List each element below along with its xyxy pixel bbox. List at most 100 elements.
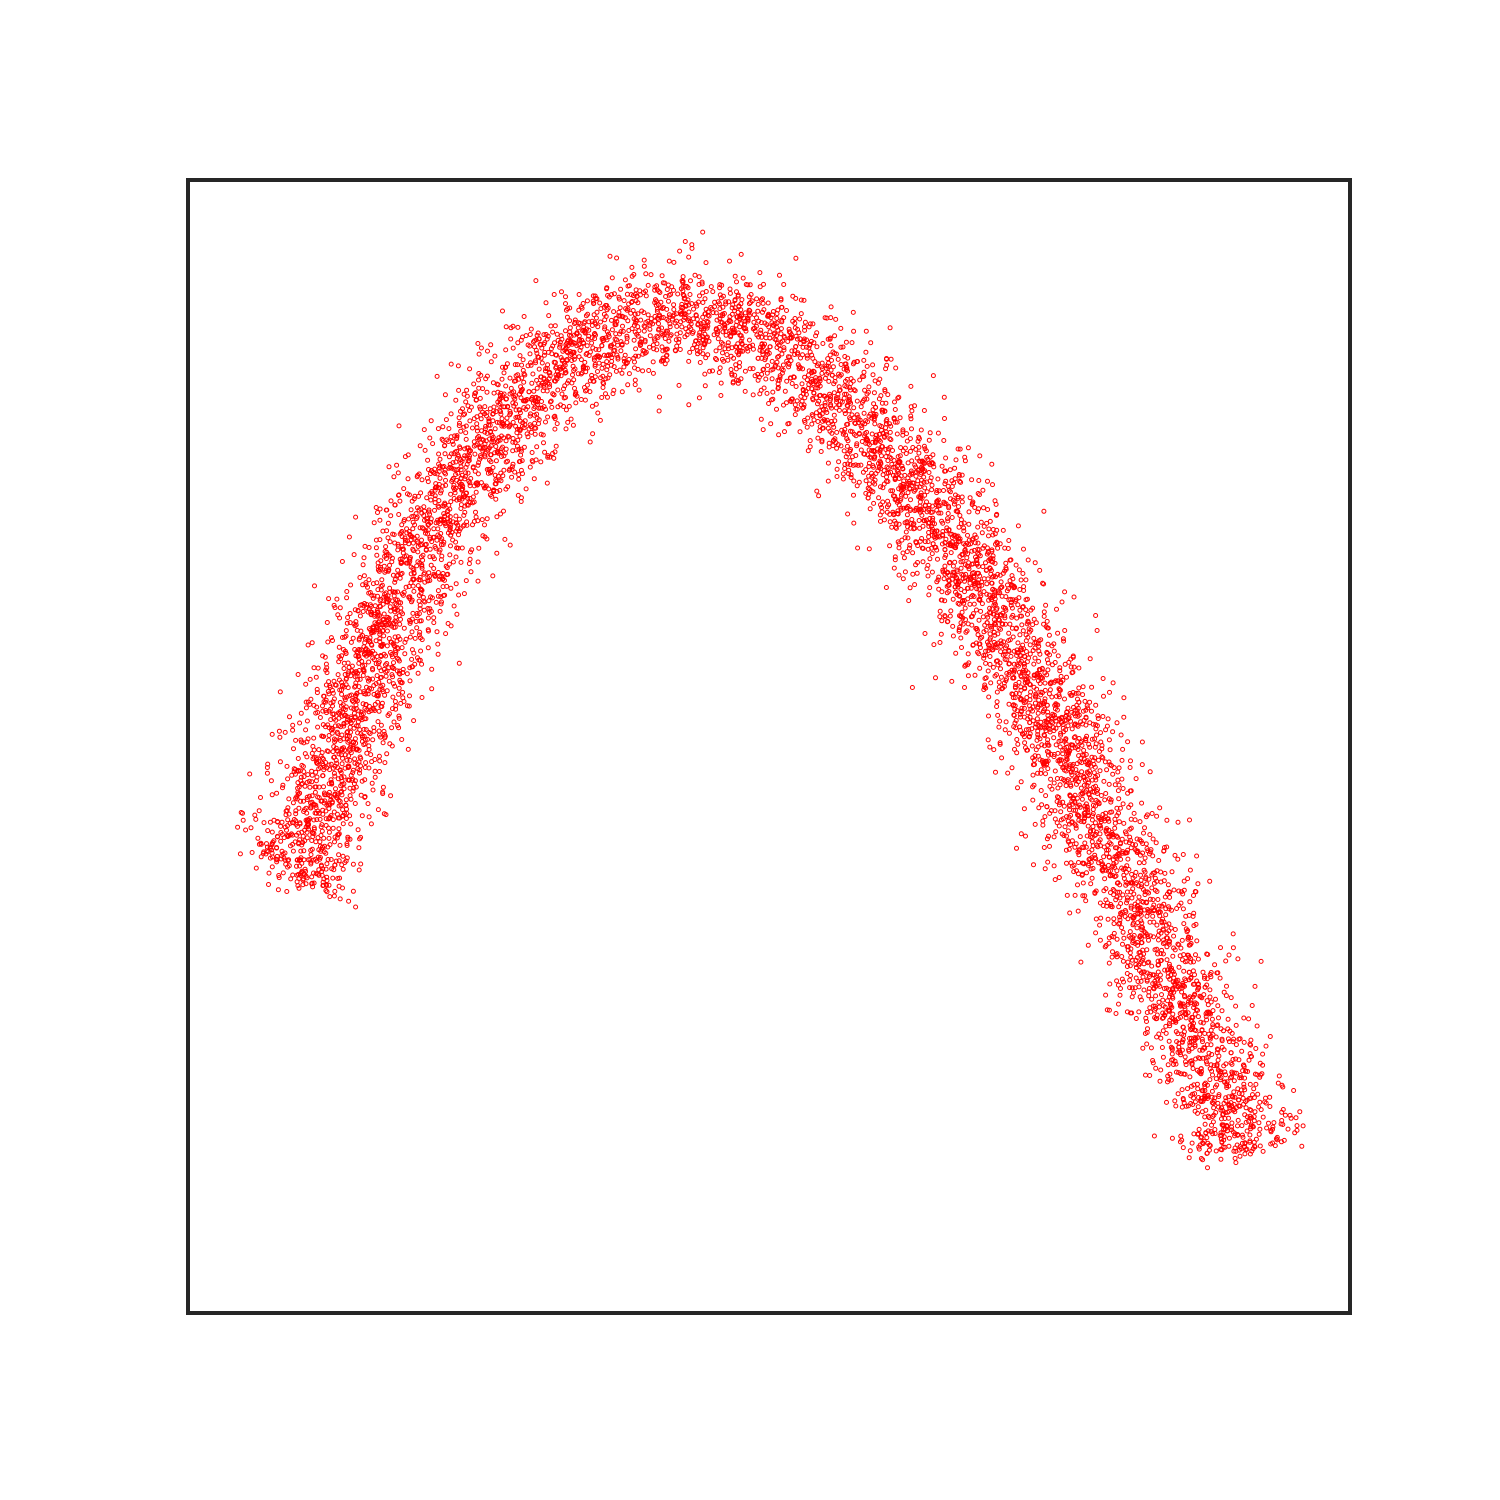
scatter-point bbox=[655, 335, 661, 340]
scatter-point bbox=[448, 361, 454, 367]
scatter-point bbox=[1256, 1131, 1262, 1137]
scatter-point bbox=[1037, 651, 1043, 657]
scatter-point bbox=[1133, 842, 1138, 848]
scatter-point bbox=[1096, 815, 1102, 821]
scatter-point bbox=[440, 464, 446, 470]
scatter-point bbox=[1066, 846, 1072, 852]
scatter-point bbox=[1219, 1008, 1225, 1014]
scatter-point bbox=[650, 370, 656, 376]
scatter-point bbox=[550, 451, 556, 456]
scatter-point bbox=[313, 802, 319, 808]
scatter-point bbox=[290, 722, 296, 728]
scatter-point bbox=[541, 332, 547, 338]
scatter-point bbox=[1169, 869, 1175, 875]
scatter-point bbox=[930, 373, 936, 379]
scatter-point bbox=[761, 366, 767, 372]
scatter-point bbox=[1247, 1081, 1253, 1087]
scatter-point bbox=[1082, 893, 1088, 899]
scatter-point bbox=[1026, 733, 1032, 739]
scatter-point bbox=[366, 678, 371, 684]
scatter-point bbox=[1163, 912, 1169, 918]
scatter-point bbox=[1051, 752, 1057, 757]
scatter-point bbox=[366, 729, 372, 735]
scatter-point bbox=[1062, 628, 1068, 633]
scatter-point bbox=[479, 428, 485, 434]
scatter-point bbox=[1025, 557, 1031, 563]
scatter-point bbox=[1200, 969, 1206, 975]
scatter-point bbox=[529, 380, 535, 386]
scatter-point bbox=[385, 535, 391, 541]
scatter-point bbox=[377, 618, 382, 624]
scatter-point bbox=[377, 604, 383, 610]
scatter-point bbox=[341, 666, 347, 671]
scatter-point bbox=[519, 458, 525, 464]
scatter-point bbox=[1002, 545, 1008, 551]
scatter-point bbox=[377, 687, 383, 692]
scatter-point bbox=[316, 867, 322, 873]
scatter-point bbox=[344, 736, 350, 742]
scatter-point bbox=[1120, 958, 1126, 964]
scatter-point bbox=[602, 317, 608, 323]
scatter-point bbox=[758, 327, 764, 333]
scatter-point bbox=[928, 475, 934, 481]
scatter-point bbox=[387, 741, 393, 747]
scatter-point bbox=[591, 331, 597, 337]
scatter-point bbox=[800, 344, 806, 350]
scatter-point bbox=[1242, 1151, 1248, 1157]
scatter-point bbox=[841, 448, 847, 454]
scatter-point bbox=[969, 548, 975, 554]
scatter-point bbox=[1057, 668, 1063, 674]
scatter-point bbox=[827, 352, 833, 358]
scatter-point bbox=[767, 344, 773, 350]
scatter-point bbox=[1171, 933, 1177, 939]
scatter-point bbox=[855, 545, 861, 551]
scatter-point bbox=[531, 476, 537, 482]
scatter-point bbox=[521, 371, 527, 377]
scatter-point bbox=[400, 689, 406, 695]
scatter-point bbox=[924, 566, 930, 572]
scatter-point bbox=[531, 388, 537, 394]
scatter-point bbox=[1191, 923, 1197, 929]
scatter-point bbox=[784, 308, 789, 313]
scatter-point bbox=[975, 632, 981, 638]
scatter-point bbox=[1068, 664, 1074, 670]
scatter-point bbox=[793, 384, 799, 389]
scatter-point bbox=[908, 413, 914, 419]
scatter-point bbox=[1027, 720, 1033, 725]
scatter-point bbox=[896, 572, 902, 578]
scatter-point bbox=[1059, 831, 1065, 837]
scatter-point bbox=[332, 888, 338, 894]
scatter-point bbox=[1190, 1015, 1196, 1020]
scatter-point bbox=[372, 757, 378, 762]
scatter-point bbox=[343, 650, 349, 656]
scatter-point bbox=[1032, 821, 1038, 827]
scatter-point bbox=[1270, 1124, 1276, 1130]
scatter-point bbox=[1056, 694, 1062, 700]
scatter-point bbox=[1164, 957, 1170, 963]
scatter-point bbox=[774, 311, 780, 317]
scatter-point bbox=[1065, 705, 1071, 711]
scatter-point bbox=[887, 429, 893, 435]
scatter-point bbox=[1187, 899, 1193, 905]
scatter-point bbox=[1083, 715, 1089, 721]
scatter-point bbox=[1121, 979, 1126, 985]
scatter-point bbox=[845, 511, 851, 517]
scatter-point bbox=[287, 714, 292, 720]
scatter-point bbox=[628, 310, 634, 316]
scatter-point bbox=[545, 414, 551, 420]
scatter-point bbox=[433, 484, 439, 490]
scatter-point bbox=[616, 296, 622, 302]
scatter-point bbox=[340, 635, 345, 640]
scatter-point bbox=[1116, 1001, 1121, 1007]
scatter-point bbox=[1081, 782, 1087, 788]
scatter-point bbox=[738, 338, 744, 344]
scatter-point bbox=[1089, 684, 1095, 690]
scatter-point bbox=[755, 308, 761, 314]
scatter-point bbox=[467, 408, 472, 413]
scatter-point bbox=[1216, 1092, 1222, 1098]
scatter-point bbox=[348, 772, 354, 778]
scatter-point bbox=[532, 358, 538, 364]
scatter-point bbox=[1106, 737, 1112, 743]
scatter-point bbox=[1144, 900, 1149, 906]
scatter-point bbox=[518, 448, 524, 454]
